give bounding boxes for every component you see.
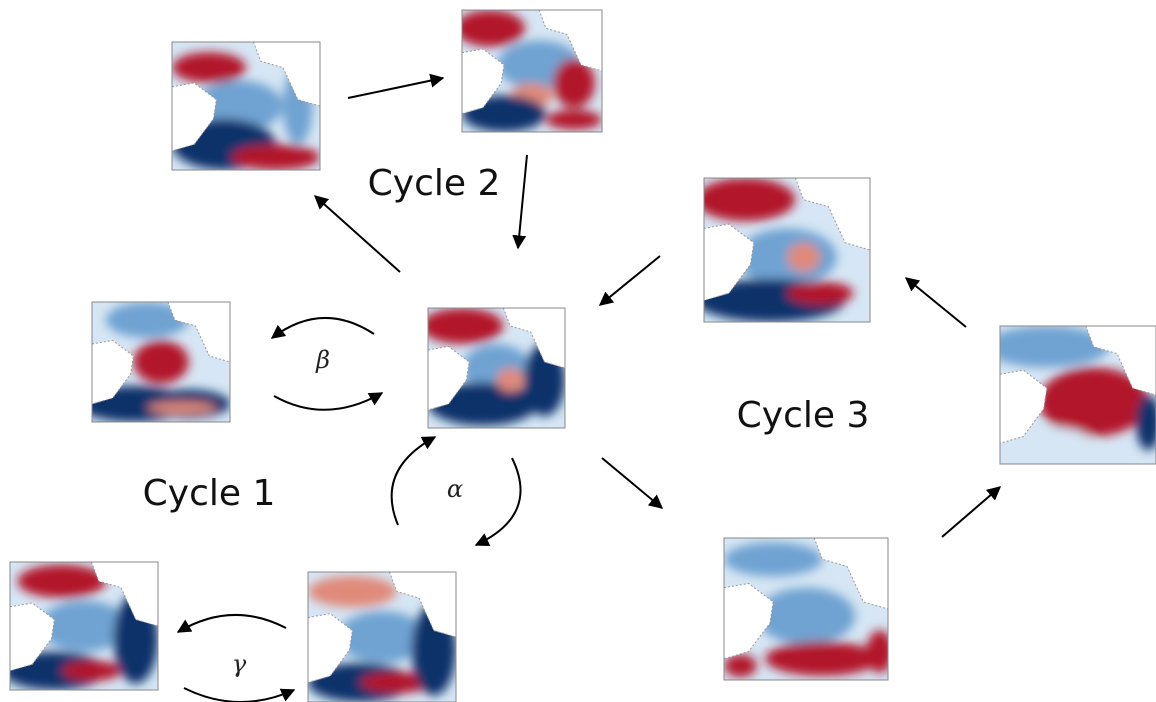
anomaly-blob — [1078, 381, 1140, 422]
map-thumbnail — [3, 562, 158, 690]
map-thumbnail — [172, 42, 320, 170]
arrow — [600, 256, 660, 305]
arrow — [315, 196, 400, 272]
curved-arrow — [476, 458, 521, 545]
map-thumbnail — [421, 308, 565, 428]
arrow — [942, 487, 1000, 537]
anomaly-blob — [455, 10, 525, 47]
map-thumbnail — [984, 326, 1156, 464]
map-thumbnail — [455, 10, 602, 132]
anomaly-blob — [696, 178, 796, 221]
curved-arrow — [392, 437, 435, 525]
curved-arrow — [178, 615, 286, 632]
curved-arrow — [274, 393, 382, 410]
anomaly-blob — [546, 110, 602, 130]
anomaly-blob — [724, 654, 757, 677]
anomaly-blob — [421, 308, 503, 344]
anomaly-blob — [765, 642, 880, 676]
anomaly-blob — [308, 576, 397, 607]
curved-arrow — [272, 318, 374, 338]
anomaly-blob — [62, 661, 121, 681]
map-thumbnail — [724, 538, 893, 680]
anomaly-blob — [133, 340, 188, 383]
cycle-label: Cycle 1 — [143, 473, 276, 514]
cycle-label: Cycle 2 — [368, 163, 501, 204]
map-thumbnail — [696, 178, 870, 322]
transition-label: β — [315, 346, 330, 374]
anomaly-blob — [172, 52, 246, 83]
anomaly-blob — [787, 243, 820, 272]
map-thumbnail — [308, 572, 456, 702]
transition-label: γ — [232, 650, 247, 678]
anomaly-blob — [787, 282, 853, 305]
diagram: Cycle 2 Cycle 3 Cycle 1 β α γ — [0, 0, 1156, 702]
anomaly-blob — [497, 368, 524, 392]
anomaly-blob — [17, 565, 106, 598]
anomaly-blob — [147, 402, 216, 414]
anomaly-blob — [757, 588, 855, 645]
maps — [3, 10, 1156, 702]
anomaly-blob — [231, 144, 320, 170]
transition-label: α — [447, 475, 463, 503]
anomaly-blob — [867, 630, 893, 673]
cycle-label: Cycle 3 — [737, 395, 870, 436]
anomaly-blob — [724, 542, 822, 576]
arrow — [906, 278, 966, 327]
arrow — [602, 458, 662, 508]
map-thumbnail — [78, 302, 230, 422]
curved-arrow — [184, 688, 294, 702]
arrow — [348, 78, 443, 98]
arrow — [518, 155, 527, 248]
